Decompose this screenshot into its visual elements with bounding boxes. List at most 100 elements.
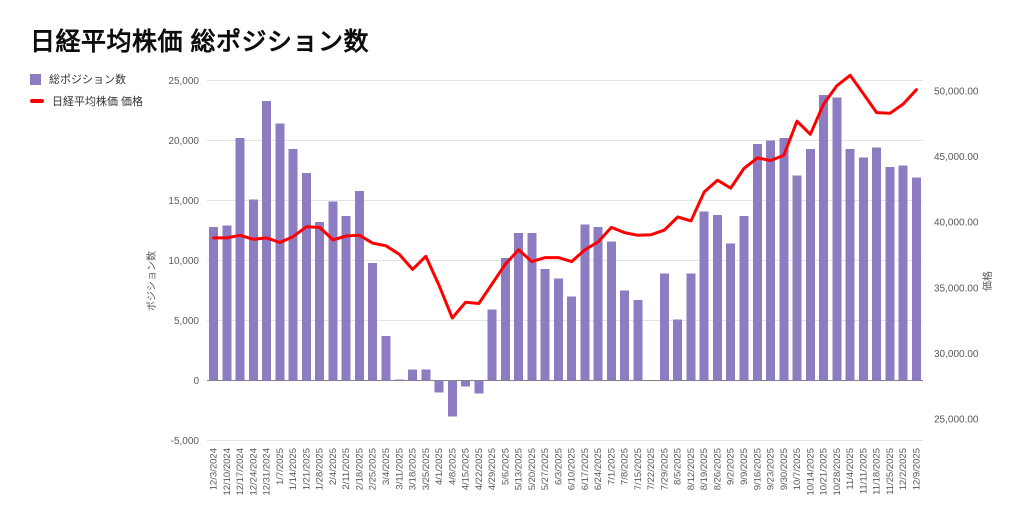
x-axis-tick-label: 3/18/2025	[408, 448, 419, 490]
x-axis-tick-label: 11/25/2025	[885, 448, 896, 495]
x-axis-tick-label: 8/5/2025	[673, 448, 684, 485]
x-axis-tick-label: 11/4/2025	[845, 448, 856, 490]
position-bar	[699, 211, 709, 381]
chart-legend: 総ポジション数 日経平均株価 価格	[30, 68, 143, 112]
position-bar	[739, 216, 749, 381]
left-axis-tick-label: 20,000	[168, 136, 199, 147]
position-bar	[262, 100, 272, 381]
price-line	[212, 73, 918, 320]
position-bar	[911, 177, 921, 381]
x-axis-tick-label: 7/22/2025	[646, 448, 657, 490]
position-bar	[620, 290, 630, 381]
position-bar	[686, 273, 696, 381]
x-axis-tick-label: 12/3/2024	[209, 448, 220, 490]
position-bar	[673, 319, 683, 381]
position-bar	[898, 165, 908, 381]
chart-title: 日経平均株価 総ポジション数	[30, 28, 369, 56]
position-bar	[514, 232, 524, 381]
position-bar	[527, 232, 537, 381]
position-bar	[209, 226, 219, 381]
position-bar	[275, 123, 285, 381]
position-bar	[394, 379, 404, 381]
left-axis-tick-label: -5,000	[171, 436, 200, 447]
position-bar	[779, 138, 789, 381]
right-axis-tick-label: 45,000.00	[934, 152, 979, 163]
position-bar	[805, 148, 815, 381]
position-bar	[752, 144, 762, 381]
x-axis-tick-label: 10/21/2025	[819, 448, 830, 496]
x-axis-tick-label: 9/2/2025	[726, 448, 737, 485]
position-bar	[633, 300, 643, 381]
x-axis-tick-label: 4/1/2025	[434, 448, 445, 485]
position-bar	[341, 216, 351, 381]
position-bar	[248, 199, 258, 381]
x-axis-tick-label: 2/4/2025	[328, 448, 339, 485]
position-bar	[461, 380, 471, 387]
x-axis-tick-label: 11/18/2025	[872, 448, 883, 495]
left-axis-tick-label: 25,000	[168, 76, 199, 87]
x-axis-tick-label: 12/24/2024	[248, 448, 259, 496]
left-axis-tick-label: 0	[193, 376, 199, 387]
x-axis-tick-label: 6/3/2025	[553, 448, 564, 485]
x-axis-tick-label: 2/11/2025	[341, 448, 352, 490]
left-axis-tick-label: 15,000	[168, 196, 199, 207]
right-axis-tick-label: 50,000.00	[934, 87, 979, 98]
position-bar	[500, 258, 510, 381]
x-axis-tick-label: 2/25/2025	[368, 448, 379, 490]
x-axis-tick-label: 5/13/2025	[514, 448, 525, 490]
position-bar	[235, 138, 245, 381]
x-axis-tick-label: 12/10/2024	[222, 448, 233, 496]
x-axis-tick-label: 9/9/2025	[739, 448, 750, 485]
position-bar	[487, 309, 497, 381]
x-axis-tick-label: 12/2/2025	[898, 448, 909, 490]
x-axis-tick-label: 10/14/2025	[805, 448, 816, 496]
right-axis-tick-label: 35,000.00	[934, 283, 979, 294]
x-axis-tick-label: 4/22/2025	[474, 448, 485, 490]
x-axis-tick-label: 3/25/2025	[421, 448, 432, 490]
position-bar	[819, 94, 829, 381]
position-bar	[328, 201, 338, 381]
position-bar	[381, 336, 391, 381]
position-bar	[553, 278, 563, 381]
x-axis-tick-label: 9/16/2025	[752, 448, 763, 490]
left-axis-title: ポジション数	[145, 251, 158, 311]
x-axis-tick-label: 11/11/2025	[858, 448, 869, 494]
x-axis-tick-label: 1/28/2025	[315, 448, 326, 490]
legend-label-positions: 総ポジション数	[49, 74, 126, 86]
x-axis-tick-label: 3/11/2025	[394, 448, 405, 490]
x-axis-tick-label: 3/4/2025	[381, 448, 392, 485]
position-bar	[872, 147, 882, 381]
x-axis-tick-label: 5/20/2025	[527, 448, 538, 490]
position-bar	[288, 148, 298, 381]
x-axis-tick-label: 12/9/2025	[911, 448, 922, 490]
position-bar	[301, 172, 311, 381]
legend-item-positions[interactable]: 総ポジション数	[30, 68, 143, 90]
x-axis-tick-label: 1/14/2025	[288, 448, 299, 490]
x-axis-tick-label: 1/7/2025	[275, 448, 286, 485]
position-bar	[606, 241, 616, 381]
position-bar	[885, 166, 895, 381]
x-axis-tick-label: 4/8/2025	[447, 448, 458, 485]
right-axis-tick-label: 25,000.00	[934, 415, 979, 426]
x-axis-tick-label: 10/28/2025	[832, 448, 843, 496]
x-axis-tick-label: 4/15/2025	[461, 448, 472, 490]
position-bar	[434, 380, 444, 393]
x-axis-tick-label: 7/15/2025	[633, 448, 644, 490]
right-axis-title: 価格	[981, 271, 994, 291]
position-bar	[845, 148, 855, 381]
x-axis-tick-label: 5/6/2025	[500, 448, 511, 485]
legend-item-price[interactable]: 日経平均株価 価格	[30, 90, 143, 112]
position-bar	[726, 243, 736, 381]
x-axis-tick-label: 7/29/2025	[659, 448, 670, 490]
position-bar	[792, 175, 802, 381]
position-bar	[408, 369, 418, 381]
left-axis-tick-label: 5,000	[174, 316, 199, 327]
position-bar	[832, 97, 842, 381]
x-axis-tick-label: 9/30/2025	[779, 448, 790, 490]
x-axis-tick-label: 1/21/2025	[301, 448, 312, 490]
position-bar	[540, 268, 550, 381]
position-bar	[421, 369, 431, 381]
position-bar	[766, 140, 776, 381]
